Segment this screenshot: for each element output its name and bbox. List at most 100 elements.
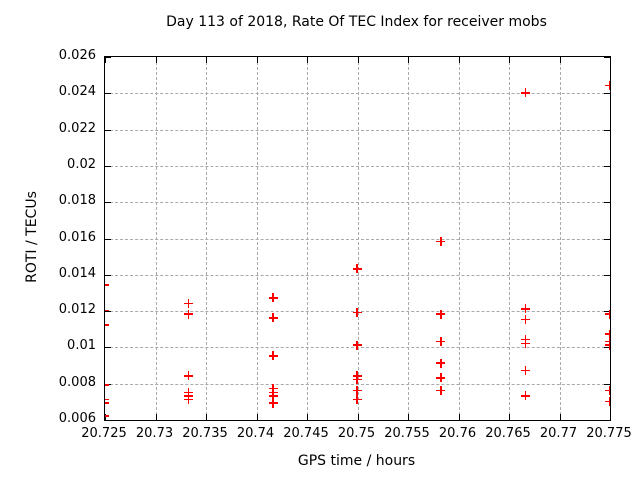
data-point-marker	[105, 411, 109, 420]
marker-horizontal-stroke	[605, 344, 610, 346]
marker-vertical-stroke	[608, 329, 610, 339]
data-point-marker	[352, 375, 362, 385]
axis-tick	[509, 57, 510, 63]
x-axis-label: GPS time / hours	[297, 453, 416, 469]
axis-tick	[357, 57, 359, 63]
data-point-marker	[521, 304, 531, 314]
axis-tick	[256, 414, 258, 420]
axis-tick	[105, 414, 106, 420]
marker-vertical-stroke	[440, 358, 442, 368]
axis-tick	[604, 238, 610, 240]
axis-tick	[105, 311, 111, 313]
x-tick-label: 20.735	[182, 426, 228, 441]
x-gridline	[155, 57, 157, 420]
marker-vertical-stroke	[187, 309, 190, 319]
x-tick-label: 20.765	[485, 426, 531, 441]
data-point-marker	[436, 336, 446, 346]
marker-vertical-stroke	[272, 391, 274, 401]
x-gridline	[256, 57, 258, 420]
marker-vertical-stroke	[524, 391, 527, 401]
marker-horizontal-stroke	[605, 400, 610, 403]
axis-tick	[155, 414, 157, 420]
data-point-marker	[436, 373, 446, 383]
marker-vertical-stroke	[105, 280, 106, 290]
y-tick-label: 0.024	[58, 84, 96, 100]
axis-tick	[206, 57, 207, 63]
axis-tick	[357, 414, 359, 420]
axis-tick	[604, 202, 610, 204]
axis-tick	[307, 57, 308, 63]
axis-tick	[307, 414, 308, 420]
marker-vertical-stroke	[187, 371, 190, 381]
data-point-marker	[436, 309, 446, 319]
axis-tick	[604, 420, 610, 421]
axis-tick	[155, 57, 157, 63]
marker-vertical-stroke	[272, 313, 274, 323]
axis-tick	[206, 414, 207, 420]
marker-horizontal-stroke	[605, 333, 610, 335]
axis-tick	[604, 93, 610, 95]
x-tick-label: 20.725	[81, 426, 127, 441]
x-tick-label: 20.74	[236, 426, 275, 441]
data-point-marker	[605, 396, 610, 406]
axis-tick	[105, 383, 111, 385]
marker-vertical-stroke	[105, 411, 106, 420]
marker-vertical-stroke	[187, 298, 190, 308]
axis-tick	[610, 414, 611, 420]
marker-horizontal-stroke	[105, 415, 109, 417]
marker-vertical-stroke	[608, 385, 610, 395]
x-tick-label: 20.76	[438, 426, 477, 441]
x-gridline	[408, 57, 409, 420]
data-point-marker	[183, 395, 193, 405]
x-tick-label: 20.775	[586, 426, 632, 441]
axis-tick	[408, 57, 409, 63]
axis-tick	[604, 383, 610, 385]
y-tick-label: 0.006	[58, 411, 96, 426]
axis-tick	[604, 165, 610, 167]
axis-tick	[105, 347, 111, 349]
y-tick-label: 0.01	[67, 338, 96, 354]
x-tick-label: 20.75	[337, 426, 376, 441]
axis-tick	[105, 57, 111, 58]
axis-tick	[105, 57, 106, 63]
x-tick-label: 20.73	[135, 426, 174, 441]
x-gridline	[559, 57, 561, 420]
x-gridline	[509, 57, 510, 420]
marker-vertical-stroke	[272, 351, 274, 361]
y-tick-label: 0.022	[58, 120, 96, 136]
data-point-marker	[183, 371, 193, 381]
data-point-marker	[268, 293, 278, 303]
marker-vertical-stroke	[440, 237, 442, 247]
y-tick-label: 0.018	[58, 193, 96, 209]
axis-tick	[604, 347, 610, 349]
y-tick-label: 0.016	[58, 229, 96, 245]
y-tick-label: 0.008	[58, 374, 96, 390]
data-point-marker	[605, 329, 610, 339]
marker-vertical-stroke	[356, 264, 358, 274]
data-point-marker	[352, 340, 362, 350]
axis-tick	[105, 238, 111, 240]
axis-tick	[604, 311, 610, 313]
data-point-marker	[352, 307, 362, 317]
data-point-marker	[521, 88, 531, 98]
marker-vertical-stroke	[440, 336, 442, 346]
x-gridline	[307, 57, 308, 420]
data-point-marker	[105, 280, 109, 290]
marker-vertical-stroke	[187, 395, 190, 405]
data-point-marker	[105, 306, 109, 316]
marker-vertical-stroke	[524, 304, 527, 314]
data-point-marker	[436, 358, 446, 368]
plot-area	[104, 56, 611, 421]
data-point-marker	[352, 264, 362, 274]
marker-horizontal-stroke	[605, 84, 610, 87]
data-point-marker	[352, 395, 362, 405]
y-tick-label: 0.02	[67, 156, 96, 172]
data-point-marker	[352, 385, 362, 395]
marker-vertical-stroke	[105, 398, 106, 408]
axis-tick	[604, 274, 610, 276]
marker-vertical-stroke	[608, 309, 610, 319]
axis-tick	[604, 57, 610, 58]
axis-tick	[610, 57, 611, 63]
y-tick-label: 0.026	[58, 48, 96, 63]
